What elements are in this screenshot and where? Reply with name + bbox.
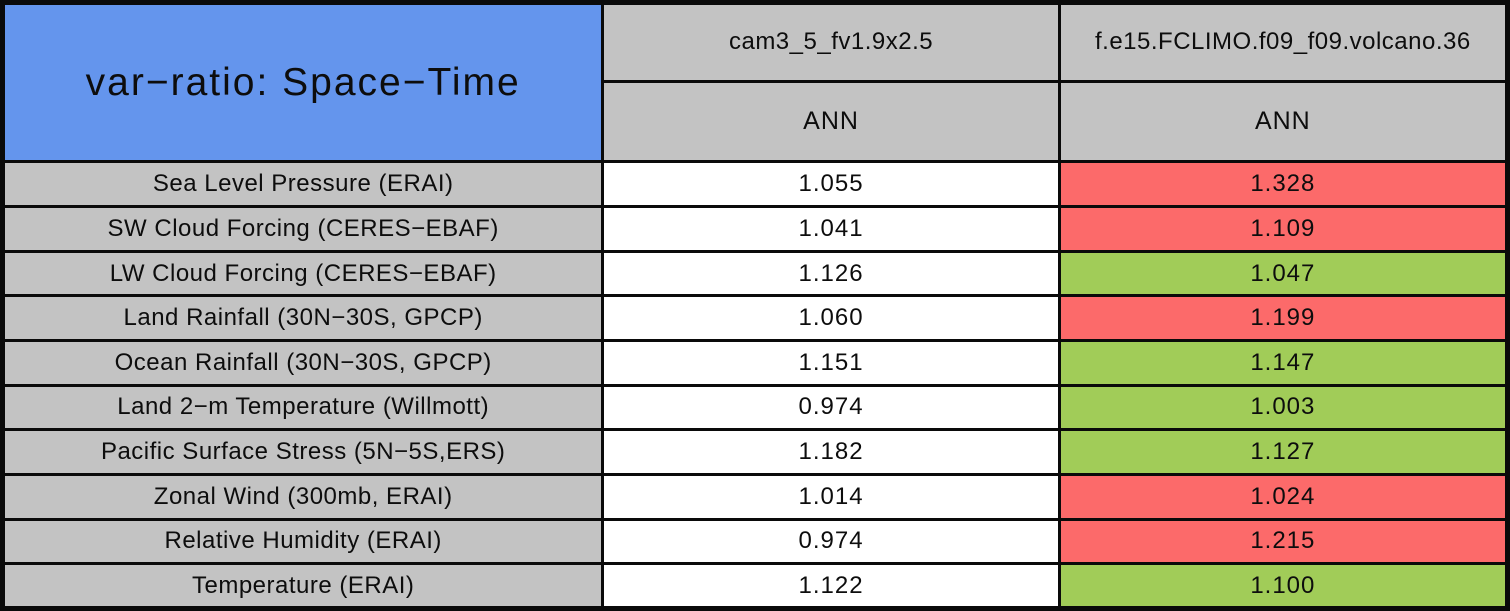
table-row: Zonal Wind (300mb, ERAI) 1.014 1.024 (0, 472, 1510, 521)
metric-label: LW Cloud Forcing (CERES−EBAF) (0, 249, 605, 298)
value-cell-volcano: 1.127 (1057, 428, 1510, 476)
season-header-volcano: ANN (1057, 79, 1510, 164)
table-row: Temperature (ERAI) 1.122 1.100 (0, 562, 1510, 610)
value-cell-cam: 1.182 (601, 428, 1061, 476)
model-column-header-volcano: f.e15.FCLIMO.f09_f09.volcano.36 (1057, 1, 1510, 83)
metric-label: Land 2−m Temperature (Willmott) (0, 383, 605, 432)
value-cell-cam: 1.126 (601, 249, 1061, 298)
table-title: var−ratio: Space−Time (0, 0, 605, 164)
value-cell-volcano: 1.147 (1057, 339, 1510, 387)
metric-label: SW Cloud Forcing (CERES−EBAF) (0, 205, 605, 253)
season-header-cam: ANN (601, 79, 1061, 164)
metric-label: Land Rainfall (30N−30S, GPCP) (0, 294, 605, 343)
table-row: LW Cloud Forcing (CERES−EBAF) 1.126 1.04… (0, 249, 1510, 298)
value-cell-volcano: 1.109 (1057, 205, 1510, 253)
table-row: Pacific Surface Stress (5N−5S,ERS) 1.182… (0, 428, 1510, 476)
table-row: Land Rainfall (30N−30S, GPCP) 1.060 1.19… (0, 294, 1510, 343)
value-cell-cam: 0.974 (601, 383, 1061, 432)
table-row: Ocean Rainfall (30N−30S, GPCP) 1.151 1.1… (0, 339, 1510, 387)
value-cell-cam: 1.060 (601, 294, 1061, 343)
value-cell-cam: 1.055 (601, 160, 1061, 209)
value-cell-volcano: 1.328 (1057, 160, 1510, 209)
value-cell-volcano: 1.003 (1057, 383, 1510, 432)
table-row: Land 2−m Temperature (Willmott) 0.974 1.… (0, 383, 1510, 432)
model-column-header-cam: cam3_5_fv1.9x2.5 (601, 1, 1061, 83)
metric-label: Sea Level Pressure (ERAI) (0, 160, 605, 209)
value-cell-cam: 1.151 (601, 339, 1061, 387)
value-cell-cam: 1.041 (601, 205, 1061, 253)
value-cell-volcano: 1.199 (1057, 294, 1510, 343)
metric-label: Ocean Rainfall (30N−30S, GPCP) (0, 339, 605, 387)
metric-label: Temperature (ERAI) (0, 562, 605, 610)
value-cell-volcano: 1.047 (1057, 249, 1510, 298)
metric-label: Pacific Surface Stress (5N−5S,ERS) (0, 428, 605, 476)
value-cell-volcano: 1.215 (1057, 517, 1510, 566)
metric-label: Relative Humidity (ERAI) (0, 517, 605, 566)
table-row: SW Cloud Forcing (CERES−EBAF) 1.041 1.10… (0, 205, 1510, 253)
metric-label: Zonal Wind (300mb, ERAI) (0, 472, 605, 521)
value-cell-cam: 0.974 (601, 517, 1061, 566)
value-cell-cam: 1.122 (601, 562, 1061, 610)
table-row: Relative Humidity (ERAI) 0.974 1.215 (0, 517, 1510, 566)
value-cell-volcano: 1.100 (1057, 562, 1510, 610)
season-header-row: ANN ANN (3, 79, 1510, 164)
table-row: Sea Level Pressure (ERAI) 1.055 1.328 (0, 160, 1510, 209)
value-cell-volcano: 1.024 (1057, 472, 1510, 521)
model-header-row: var−ratio: Space−Time cam3_5_fv1.9x2.5 f… (0, 0, 1510, 164)
value-cell-cam: 1.014 (601, 472, 1061, 521)
